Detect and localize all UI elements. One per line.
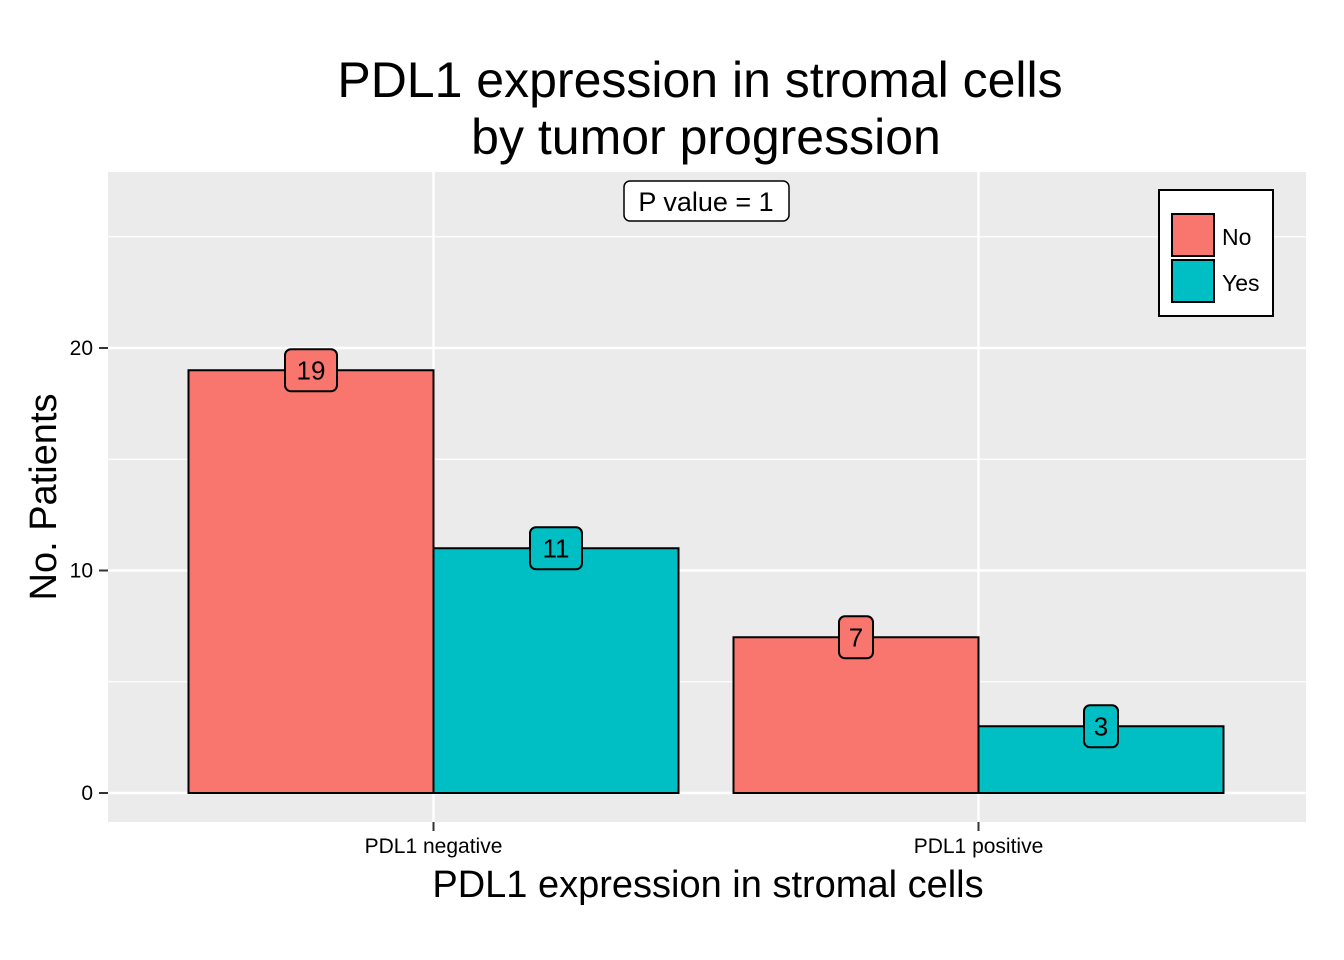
legend-key-yes	[1171, 259, 1215, 303]
chart-title-line-2: by tumor progression	[471, 109, 941, 165]
p-value-annotation: P value = 1	[623, 180, 790, 222]
data-label: 3	[1094, 711, 1108, 741]
data-label-box	[284, 348, 338, 393]
p-value-box	[623, 180, 790, 222]
y-tick-label: 10	[70, 560, 93, 583]
legend-label-no: No	[1222, 224, 1251, 250]
legend-key-no	[1171, 213, 1215, 257]
data-label-box	[838, 615, 874, 660]
legend-label-yes: Yes	[1222, 270, 1260, 296]
y-axis-title: No. Patients	[23, 394, 65, 601]
data-label-box	[1083, 704, 1119, 749]
legend: No Yes	[1158, 189, 1274, 317]
bar-no-0	[187, 369, 435, 794]
y-tick-label: 0	[81, 782, 93, 805]
data-label: 7	[849, 622, 863, 652]
x-tick-label: PDL1 positive	[914, 835, 1044, 858]
data-label: 19	[297, 355, 326, 385]
p-value-text: P value = 1	[638, 187, 773, 217]
data-labels: 19 7 11 3	[284, 348, 1119, 749]
data-label: 11	[543, 533, 570, 563]
data-label-box	[529, 526, 583, 571]
chart-title-line-1: PDL1 expression in stromal cells	[337, 52, 1062, 108]
x-axis-title: PDL1 expression in stromal cells	[432, 864, 983, 906]
x-tick-label: PDL1 negative	[365, 835, 503, 858]
bar-no-1	[732, 636, 980, 794]
bar-yes-0	[432, 547, 680, 794]
axes: 0 10 20 PDL1 negative PDL1 positive	[70, 337, 1044, 858]
bars	[187, 369, 1225, 794]
y-tick-label: 20	[70, 337, 93, 360]
